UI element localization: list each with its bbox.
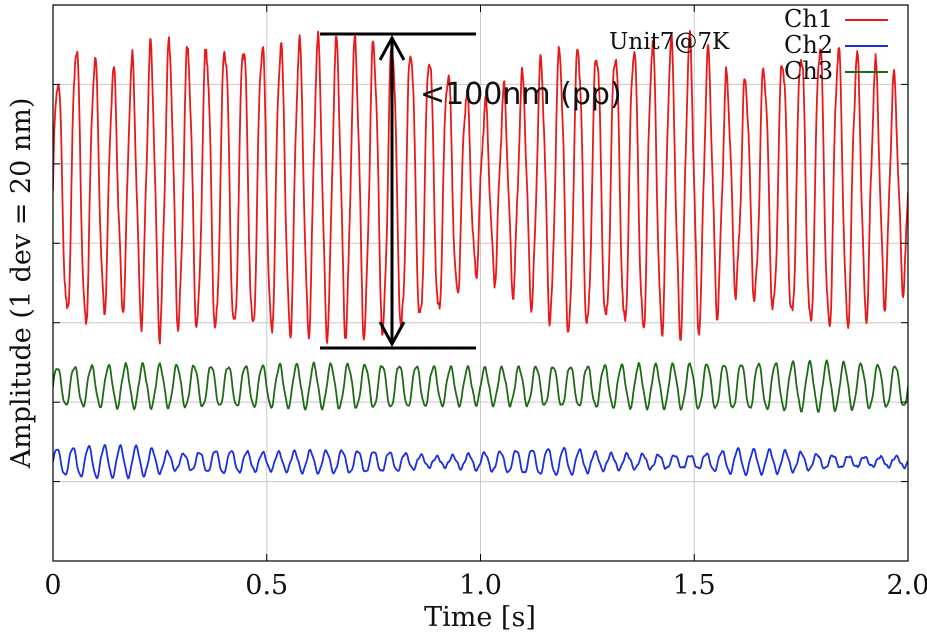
x-tick-label: 1.5 <box>673 570 716 601</box>
y-axis-title: Amplitude (1 dev = 20 nm) <box>6 98 37 470</box>
x-tick-label: 0.5 <box>245 570 288 601</box>
pp-arrow-head-bottom <box>378 321 406 348</box>
x-axis-title: Time [s] <box>424 602 536 633</box>
x-tick-label: 0 <box>44 570 61 601</box>
series-line-ch2 <box>53 443 908 480</box>
series-line-ch3 <box>53 359 908 413</box>
axis-ticks: 0 0.5 1.0 1.5 2.0 <box>44 5 927 601</box>
pp-arrow-head-top <box>378 34 406 61</box>
series-layer <box>53 29 908 480</box>
series-line-ch1 <box>53 29 908 345</box>
legend-label-ch3: Ch3 <box>784 57 833 85</box>
legend-label-ch1: Ch1 <box>784 5 833 33</box>
peak-to-peak-annotation: <100nm (pp) <box>320 32 622 350</box>
unit-label: Unit7@7K <box>609 29 730 55</box>
x-tick-label: 2.0 <box>887 570 927 601</box>
pp-label: <100nm (pp) <box>420 77 622 112</box>
legend: Ch1 Ch2 Ch3 <box>784 5 888 85</box>
legend-label-ch2: Ch2 <box>784 31 833 59</box>
x-tick-label: 1.0 <box>459 570 502 601</box>
